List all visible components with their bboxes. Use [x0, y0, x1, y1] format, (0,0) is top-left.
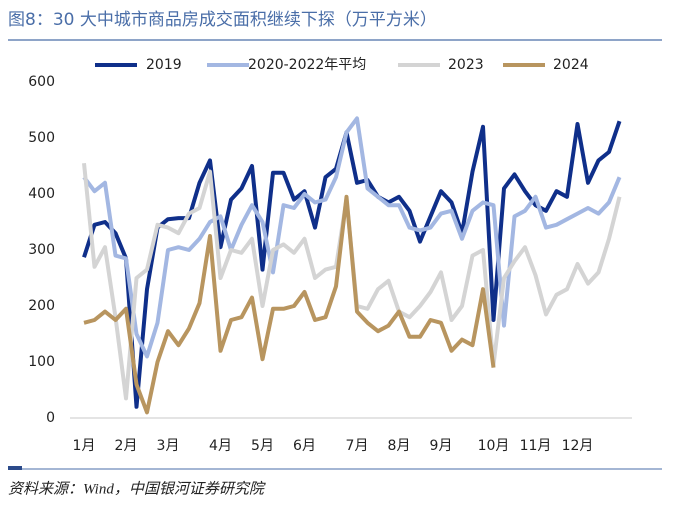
x-tick-label: 4月: [209, 438, 232, 454]
chart-title: 图8：30 大中城市商品房成交面积继续下探（万平方米）: [8, 10, 437, 30]
x-tick-label: 5月: [251, 438, 274, 454]
x-tick-label: 1月: [73, 438, 96, 454]
source: 资料来源：Wind，中国银河证券研究院: [8, 480, 266, 497]
x-tick-label: 3月: [157, 438, 180, 454]
x-tick-label: 12月: [562, 438, 594, 454]
x-tick-label: 8月: [388, 438, 411, 454]
y-tick-label: 500: [28, 130, 55, 146]
x-tick-label: 10月: [478, 438, 510, 454]
legend-label: 2024: [553, 57, 589, 73]
x-tick-label: 11月: [520, 438, 552, 454]
y-tick-label: 100: [28, 354, 55, 370]
x-tick-label: 2月: [115, 438, 138, 454]
x-tick-label: 9月: [430, 438, 453, 454]
legend-label: 2023: [448, 57, 484, 73]
series-line: [82, 116, 622, 359]
y-tick-label: 300: [28, 242, 55, 258]
series-line: [83, 194, 496, 415]
series-line: [82, 120, 622, 409]
footer-block: [8, 466, 22, 470]
y-tick-label: 0: [46, 410, 55, 426]
x-tick-label: 7月: [346, 438, 369, 454]
y-tick-label: 600: [28, 74, 55, 90]
x-tick-label: 6月: [293, 438, 316, 454]
y-tick-label: 400: [28, 186, 55, 202]
legend-label: 2019: [146, 57, 182, 73]
legend-label: 2020-2022年平均: [248, 57, 366, 73]
y-tick-label: 200: [28, 298, 55, 314]
